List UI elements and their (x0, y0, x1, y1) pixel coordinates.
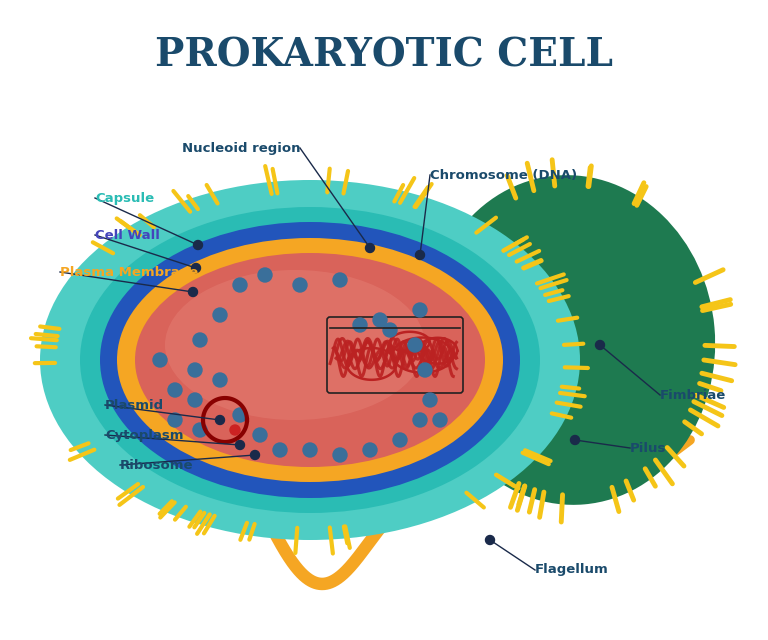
Circle shape (168, 413, 182, 427)
Circle shape (168, 383, 182, 397)
Text: PROKARYOTIC CELL: PROKARYOTIC CELL (155, 36, 613, 74)
Circle shape (393, 433, 407, 447)
Circle shape (433, 413, 447, 427)
Ellipse shape (80, 207, 540, 513)
Text: Ribosome: Ribosome (120, 458, 194, 472)
Text: Cell Wall: Cell Wall (95, 228, 160, 241)
Ellipse shape (117, 238, 503, 482)
Circle shape (333, 448, 347, 462)
Circle shape (191, 264, 200, 273)
Text: Plasma Membrane: Plasma Membrane (60, 266, 198, 278)
Circle shape (233, 278, 247, 292)
Circle shape (250, 451, 260, 460)
Circle shape (383, 323, 397, 337)
Circle shape (188, 393, 202, 407)
Circle shape (485, 536, 495, 545)
Text: Pilus: Pilus (630, 442, 667, 454)
Circle shape (236, 440, 244, 449)
Circle shape (366, 243, 375, 253)
Circle shape (571, 435, 580, 445)
Circle shape (213, 308, 227, 322)
Circle shape (415, 250, 425, 259)
Circle shape (194, 241, 203, 250)
Circle shape (363, 443, 377, 457)
Circle shape (373, 313, 387, 327)
Text: Cytoplasm: Cytoplasm (105, 429, 184, 442)
Circle shape (188, 363, 202, 377)
Text: Plasmid: Plasmid (105, 399, 164, 412)
Circle shape (193, 423, 207, 437)
Ellipse shape (100, 222, 520, 498)
Circle shape (153, 353, 167, 367)
Circle shape (595, 340, 604, 349)
Circle shape (423, 393, 437, 407)
Text: Fimbriae: Fimbriae (660, 388, 727, 401)
Ellipse shape (165, 270, 425, 420)
Circle shape (188, 287, 197, 296)
Text: Capsule: Capsule (95, 191, 154, 205)
Circle shape (293, 278, 307, 292)
Circle shape (253, 428, 267, 442)
Text: Chromosome (DNA): Chromosome (DNA) (430, 168, 577, 182)
Circle shape (193, 333, 207, 347)
Text: Flagellum: Flagellum (535, 563, 609, 577)
Circle shape (418, 363, 432, 377)
Circle shape (303, 443, 317, 457)
Text: Nucleoid region: Nucleoid region (181, 141, 300, 154)
Ellipse shape (135, 253, 485, 467)
Circle shape (353, 318, 367, 332)
Circle shape (213, 373, 227, 387)
Ellipse shape (40, 180, 580, 540)
Circle shape (408, 338, 422, 352)
Circle shape (273, 443, 287, 457)
Circle shape (233, 408, 247, 422)
Circle shape (413, 413, 427, 427)
Circle shape (230, 425, 240, 435)
Circle shape (258, 268, 272, 282)
Circle shape (216, 415, 224, 424)
Circle shape (413, 303, 427, 317)
Circle shape (333, 273, 347, 287)
Ellipse shape (425, 175, 715, 505)
